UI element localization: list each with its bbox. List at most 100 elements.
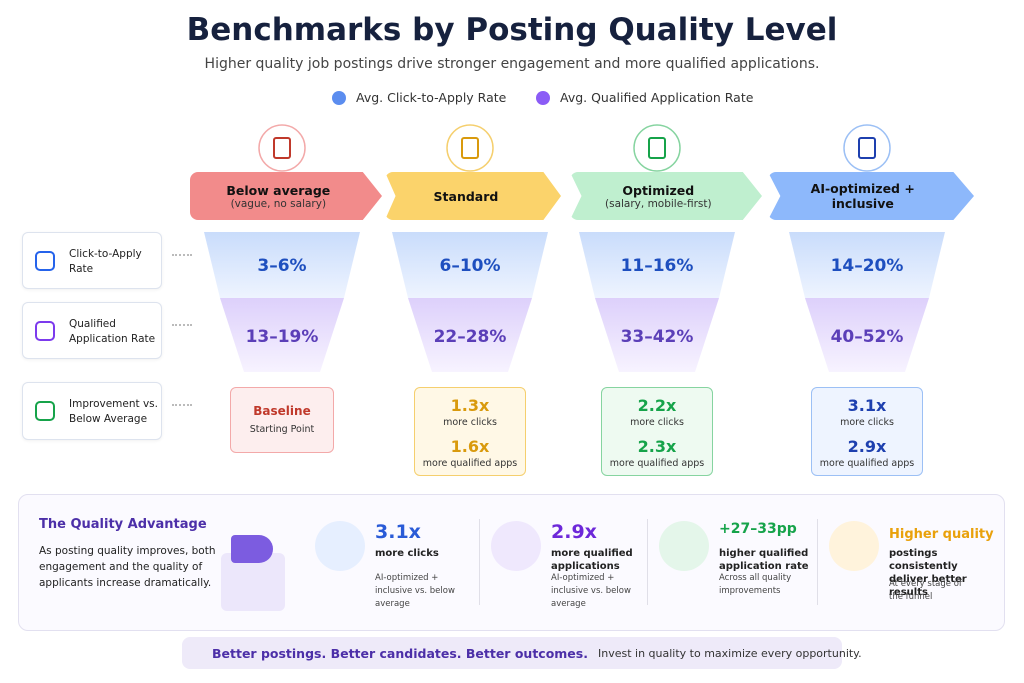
stat-value: 2.9x bbox=[551, 521, 597, 543]
row-label-card: Qualified Application Rate bbox=[22, 302, 162, 359]
chevrons bbox=[172, 324, 192, 332]
stat-label: higher qualified application rate bbox=[719, 548, 809, 572]
level-text: Standard bbox=[385, 172, 547, 220]
footer-text: Invest in quality to maximize every oppo… bbox=[597, 646, 862, 660]
divider bbox=[817, 519, 818, 605]
qualified-rate: 40–52% bbox=[830, 327, 904, 347]
level-text: AI-optimized + inclusive bbox=[768, 172, 958, 220]
level-name: Below average bbox=[226, 182, 331, 198]
subtitle: Higher quality job postings drive strong… bbox=[204, 56, 820, 72]
footer-pill: Better postings. Better candidates. Bett… bbox=[182, 637, 862, 669]
level-banner: Standard bbox=[385, 172, 561, 220]
legend-label: Avg. Qualified Application Rate bbox=[560, 90, 754, 105]
stat-note: At every stage of the funnel bbox=[889, 579, 962, 602]
click-rate: 6–10% bbox=[439, 256, 501, 276]
level-banner: Below average (vague, no salary) bbox=[190, 172, 382, 220]
divider bbox=[479, 519, 480, 605]
row-label-card: Improvement vs. Below Average bbox=[22, 382, 162, 440]
improvement-subtitle: Starting Point bbox=[249, 424, 315, 435]
shape bbox=[392, 232, 548, 298]
click-rate: 3–6% bbox=[257, 256, 307, 276]
shape bbox=[858, 137, 876, 159]
improvement-label: more qualified apps bbox=[609, 458, 705, 469]
stat-value: 3.1x bbox=[375, 521, 421, 543]
stat-label: more clicks bbox=[375, 548, 439, 559]
improvement-label: more clicks bbox=[630, 417, 684, 428]
shape bbox=[220, 298, 344, 372]
stat-icon bbox=[491, 521, 541, 571]
stat-icon bbox=[659, 521, 709, 571]
level-banner: AI-optimized + inclusive bbox=[768, 172, 974, 220]
improvement-label: more qualified apps bbox=[422, 458, 518, 469]
improvement-value: 3.1x bbox=[847, 396, 887, 415]
stat-note: Across all quality improvements bbox=[719, 573, 792, 596]
shape bbox=[258, 124, 306, 172]
level-text: Optimized (salary, mobile-first) bbox=[570, 172, 747, 220]
improvement-label: more clicks bbox=[443, 417, 497, 428]
level-banner: Optimized (salary, mobile-first) bbox=[570, 172, 762, 220]
shape bbox=[204, 232, 360, 298]
improvement-value: 2.2x bbox=[637, 396, 677, 415]
row-label: Qualified Application Rate bbox=[69, 318, 156, 345]
row-label: Improvement vs. Below Average bbox=[69, 398, 158, 425]
shape bbox=[446, 124, 494, 172]
shape bbox=[805, 298, 929, 372]
legend-dot bbox=[536, 91, 550, 105]
advantage-panel: The Quality Advantage As posting quality … bbox=[18, 494, 1005, 631]
footer-headline: Better postings. Better candidates. Bett… bbox=[212, 645, 588, 661]
shape bbox=[273, 137, 291, 159]
row-label: Click-to-Apply Rate bbox=[69, 248, 142, 275]
shape bbox=[648, 137, 666, 159]
stat-value: +27–33pp bbox=[719, 521, 797, 537]
level-detail: (salary, mobile-first) bbox=[605, 197, 712, 210]
advantage-title: The Quality Advantage bbox=[39, 517, 207, 532]
improvement-label: more clicks bbox=[840, 417, 894, 428]
click-rate: 14–20% bbox=[830, 256, 904, 276]
stat-icon bbox=[315, 521, 365, 571]
megaphone bbox=[231, 535, 273, 563]
stat-icon bbox=[829, 521, 879, 571]
shape bbox=[461, 137, 479, 159]
level-name: Standard bbox=[433, 188, 499, 204]
shape bbox=[408, 298, 532, 372]
row-icon bbox=[35, 321, 55, 341]
improvement-label: more qualified apps bbox=[819, 458, 915, 469]
improvement-title: Baseline bbox=[253, 404, 311, 418]
improvement-value: 2.3x bbox=[637, 437, 677, 456]
stat-note: AI-optimized + inclusive vs. below avera… bbox=[375, 573, 455, 609]
improvement-card: 1.3x more clicks 1.6x more qualified apps bbox=[414, 387, 526, 476]
stat-note: AI-optimized + inclusive vs. below avera… bbox=[551, 573, 631, 609]
chevrons bbox=[172, 254, 192, 262]
improvement-value: 1.6x bbox=[450, 437, 490, 456]
qualified-rate: 33–42% bbox=[620, 327, 694, 347]
qualified-rate: 22–28% bbox=[433, 327, 507, 347]
improvement-card: 3.1x more clicks 2.9x more qualified apps bbox=[811, 387, 923, 476]
level-detail: (vague, no salary) bbox=[230, 197, 327, 210]
row-icon bbox=[35, 401, 55, 421]
shape bbox=[579, 232, 735, 298]
stat-label: postings consistently deliver better res… bbox=[889, 548, 967, 598]
click-rate: 11–16% bbox=[620, 256, 694, 276]
qualified-rate: 13–19% bbox=[245, 327, 319, 347]
level-text: Below average (vague, no salary) bbox=[190, 172, 367, 220]
divider bbox=[647, 519, 648, 605]
row-label-card: Click-to-Apply Rate bbox=[22, 232, 162, 289]
improvement-card: Baseline Starting Point bbox=[230, 387, 334, 453]
title: Benchmarks by Posting Quality Level bbox=[186, 12, 838, 48]
improvement-card: 2.2x more clicks 2.3x more qualified apps bbox=[601, 387, 713, 476]
stat-label: more qualified applications bbox=[551, 548, 633, 572]
legend-dot bbox=[332, 91, 346, 105]
stat-value: Higher quality bbox=[889, 527, 994, 542]
shape bbox=[595, 298, 719, 372]
shape bbox=[789, 232, 945, 298]
improvement-value: 1.3x bbox=[450, 396, 490, 415]
improvement-value: 2.9x bbox=[847, 437, 887, 456]
level-name: Optimized bbox=[622, 182, 695, 198]
row-icon bbox=[35, 251, 55, 271]
chevrons bbox=[172, 404, 192, 412]
level-name: AI-optimized + inclusive bbox=[810, 181, 915, 211]
advantage-text: As posting quality improves, both engage… bbox=[39, 545, 216, 589]
shape bbox=[633, 124, 681, 172]
